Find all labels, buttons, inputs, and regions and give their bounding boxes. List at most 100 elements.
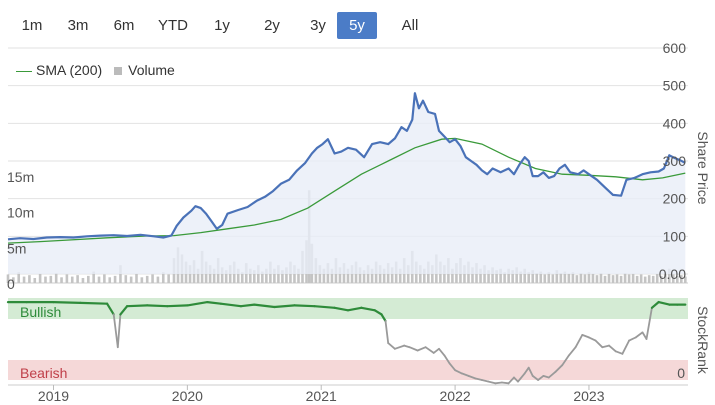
volume-bar bbox=[511, 270, 514, 283]
volume-bar bbox=[208, 265, 212, 283]
volume-bar bbox=[38, 273, 42, 283]
range-button-all[interactable]: All bbox=[401, 17, 419, 34]
volume-bar bbox=[6, 274, 10, 283]
stockrank-segment bbox=[313, 305, 336, 309]
volume-bar bbox=[257, 265, 260, 283]
volume-bar bbox=[422, 268, 426, 283]
volume-bar bbox=[140, 277, 144, 283]
stockrank-segment bbox=[438, 347, 446, 357]
volume-bar bbox=[535, 273, 539, 283]
stockrank-segment bbox=[621, 339, 630, 355]
volume-bar bbox=[451, 268, 454, 283]
stockrank-segment bbox=[574, 333, 584, 349]
volume-bar bbox=[277, 265, 280, 283]
volume-bar bbox=[651, 275, 655, 283]
volume-bar bbox=[60, 277, 63, 283]
stockrank-segment bbox=[387, 342, 396, 350]
volume-bar bbox=[487, 270, 490, 283]
price-tick-label: 600 bbox=[663, 40, 687, 56]
range-button-6m[interactable]: 6m bbox=[113, 17, 135, 34]
range-button-1y[interactable]: 1y bbox=[214, 17, 230, 34]
stockrank-segment bbox=[542, 374, 550, 379]
volume-bar bbox=[370, 268, 374, 283]
volume-bar bbox=[390, 267, 394, 283]
volume-bar bbox=[161, 272, 165, 283]
range-button-3m[interactable]: 3m bbox=[67, 17, 89, 34]
volume-bar bbox=[33, 278, 37, 283]
stockrank-segment bbox=[333, 306, 350, 312]
volume-bar bbox=[119, 265, 122, 283]
volume-bar bbox=[495, 270, 498, 283]
volume-bar bbox=[113, 275, 117, 283]
price-line bbox=[7, 92, 686, 241]
stockrank-segment bbox=[79, 301, 109, 305]
volume-bar bbox=[362, 270, 366, 283]
volume-bar bbox=[671, 274, 675, 283]
stockrank-segment bbox=[448, 362, 457, 372]
x-tick-label: 2019 bbox=[38, 388, 69, 404]
stockrank-segment bbox=[474, 377, 483, 381]
volume-legend-label[interactable]: Volume bbox=[128, 62, 175, 78]
volume-bar bbox=[273, 268, 276, 283]
range-button-1m[interactable]: 1m bbox=[21, 17, 43, 34]
stockrank-segment bbox=[460, 372, 470, 377]
volume-bar bbox=[135, 273, 138, 283]
volume-bar bbox=[382, 268, 386, 283]
volume-bar bbox=[297, 268, 300, 283]
volume-bar bbox=[491, 267, 494, 283]
volume-bar bbox=[479, 268, 482, 283]
volume-bar bbox=[156, 276, 160, 283]
volume-bar bbox=[322, 268, 326, 283]
volume-bar bbox=[655, 273, 659, 283]
stockrank-segment bbox=[360, 306, 376, 312]
volume-tick-label: 15m bbox=[7, 169, 34, 185]
stockrank-segment bbox=[568, 346, 577, 357]
volume-bar bbox=[523, 268, 526, 283]
volume-bar bbox=[539, 271, 543, 283]
stockrank-segment bbox=[403, 344, 411, 349]
volume-bar bbox=[443, 265, 446, 283]
range-button-2y[interactable]: 2y bbox=[264, 17, 280, 34]
stockrank-segment bbox=[527, 366, 534, 377]
stockrank-segment bbox=[487, 380, 497, 385]
volume-bar bbox=[398, 268, 402, 283]
range-button-ytd[interactable]: YTD bbox=[158, 17, 188, 34]
volume-bar bbox=[463, 265, 466, 283]
stockrank-segment bbox=[146, 304, 169, 308]
price-tick-label: 500 bbox=[663, 78, 687, 94]
price-tick-label: 0.00 bbox=[659, 266, 686, 282]
volume-bar bbox=[659, 275, 663, 283]
range-button-3y[interactable]: 3y bbox=[310, 17, 326, 34]
stockrank-segment bbox=[239, 303, 256, 308]
stockrank-segment bbox=[52, 301, 82, 304]
volume-bar bbox=[261, 271, 264, 283]
stockrank-segment bbox=[601, 344, 610, 349]
volume-bar bbox=[65, 274, 69, 283]
volume-bar bbox=[623, 273, 627, 283]
volume-bar bbox=[595, 275, 599, 283]
volume-bar bbox=[503, 272, 506, 283]
volume-bar bbox=[358, 267, 362, 283]
volume-bar bbox=[555, 270, 559, 283]
volume-bar bbox=[22, 276, 26, 283]
stockrank-segment bbox=[125, 304, 149, 308]
stockrank-segment bbox=[206, 301, 222, 305]
price-axis-title: Share Price bbox=[695, 131, 711, 204]
volume-bar bbox=[145, 275, 149, 283]
stockrank-segment bbox=[634, 331, 644, 339]
volume-bar bbox=[611, 275, 615, 283]
range-button-5y[interactable]: 5y bbox=[337, 12, 377, 39]
volume-bar bbox=[103, 274, 106, 283]
volume-bar bbox=[92, 271, 95, 283]
volume-bar bbox=[547, 272, 551, 283]
price-tick-label: 200 bbox=[663, 191, 687, 207]
volume-bar bbox=[293, 265, 296, 283]
volume-bar bbox=[631, 273, 635, 283]
stockrank-segment bbox=[116, 313, 122, 349]
volume-bar bbox=[507, 268, 510, 283]
stockrank-segment bbox=[523, 366, 530, 375]
volume-bar bbox=[663, 272, 667, 283]
stockrank-segment bbox=[346, 306, 363, 312]
sma-legend-label[interactable]: SMA (200) bbox=[36, 62, 103, 78]
volume-bar bbox=[431, 265, 434, 283]
